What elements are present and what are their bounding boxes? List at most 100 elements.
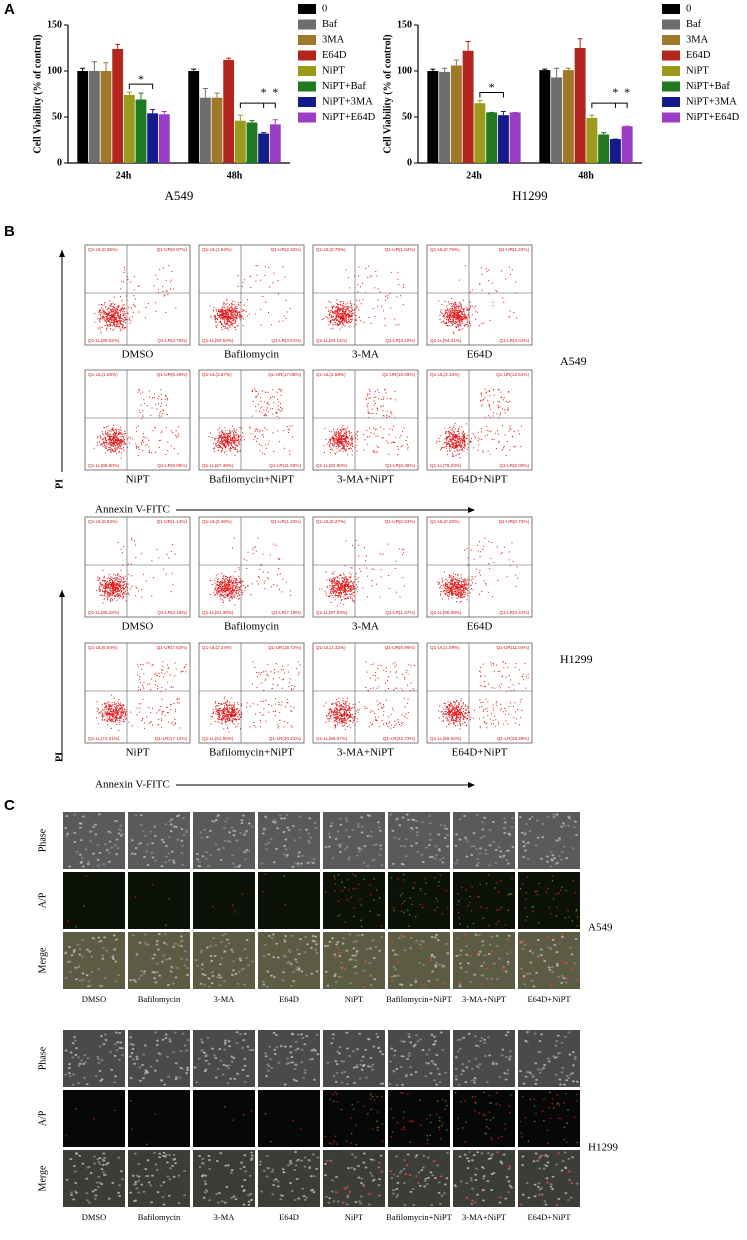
- event-dot: [107, 585, 109, 587]
- event-dot: [345, 598, 347, 600]
- event-dot: [491, 542, 493, 544]
- event-dot: [104, 581, 106, 583]
- event-dot: [107, 588, 109, 590]
- event-dot: [444, 438, 446, 440]
- event-dot: [251, 415, 253, 417]
- event-dot: [116, 442, 118, 444]
- event-dot: [120, 295, 122, 297]
- event-dot: [340, 585, 342, 587]
- event-dot: [110, 451, 112, 453]
- event-dot: [138, 448, 140, 450]
- event-dot: [450, 315, 452, 317]
- event-dot: [454, 439, 456, 441]
- event-dot: [224, 441, 226, 443]
- event-dot: [329, 578, 331, 580]
- event-dot: [219, 593, 221, 595]
- event-dot: [454, 321, 456, 323]
- event-dot: [450, 321, 452, 323]
- event-dot: [168, 557, 170, 559]
- event-dot: [340, 574, 342, 576]
- event-dot: [277, 409, 279, 411]
- event-dot: [109, 447, 111, 449]
- event-dot: [225, 311, 227, 313]
- event-dot: [450, 447, 452, 449]
- event-dot: [385, 392, 387, 394]
- event-dot: [112, 441, 114, 443]
- event-dot: [459, 301, 461, 303]
- event-dot: [223, 316, 225, 318]
- event-dot: [161, 430, 163, 432]
- event-dot: [329, 311, 331, 313]
- event-dot: [223, 595, 225, 597]
- event-dot: [130, 281, 132, 283]
- event-dot: [215, 325, 217, 327]
- bracket: [128, 83, 154, 90]
- event-dot: [254, 435, 256, 437]
- event-dot: [99, 321, 101, 323]
- event-dot: [461, 308, 463, 310]
- event-dot: [232, 595, 234, 597]
- event-dot: [228, 580, 230, 582]
- event-dot: [226, 584, 228, 586]
- event-dot: [486, 426, 488, 428]
- event-dot: [224, 317, 226, 319]
- event-dot: [342, 446, 344, 448]
- event-dot: [379, 596, 381, 598]
- event-dot: [344, 325, 346, 327]
- event-dot: [254, 436, 256, 438]
- event-dot: [471, 314, 473, 316]
- event-dot: [337, 441, 339, 443]
- event-dot: [262, 433, 264, 435]
- event-dot: [114, 303, 116, 305]
- event-dot: [230, 584, 232, 586]
- event-dot: [368, 436, 370, 438]
- event-dot: [461, 445, 463, 447]
- event-dot: [232, 318, 234, 320]
- event-dot: [344, 313, 346, 315]
- event-dot: [125, 583, 127, 585]
- event-dot: [120, 427, 122, 429]
- event-dot: [334, 319, 336, 321]
- event-dot: [380, 553, 382, 555]
- event-dot: [469, 320, 471, 322]
- event-dot: [341, 598, 343, 600]
- event-dot: [460, 442, 462, 444]
- event-dot: [124, 314, 126, 316]
- plot-label: DMSO: [122, 621, 154, 633]
- event-dot: [377, 299, 379, 301]
- event-dot: [104, 583, 106, 585]
- event-dot: [345, 429, 347, 431]
- event-dot: [342, 311, 344, 313]
- event-dot: [108, 314, 110, 316]
- event-dot: [254, 390, 256, 392]
- event-dot: [137, 391, 139, 393]
- event-dot: [230, 587, 232, 589]
- event-dot: [114, 439, 116, 441]
- event-dot: [508, 430, 510, 432]
- event-dot: [265, 391, 267, 393]
- event-dot: [279, 573, 281, 575]
- event-dot: [235, 306, 237, 308]
- event-dot: [382, 553, 384, 555]
- event-dot: [220, 436, 222, 438]
- event-dot: [453, 444, 455, 446]
- legend-swatch: [298, 81, 316, 92]
- event-dot: [439, 440, 441, 442]
- event-dot: [338, 304, 340, 306]
- event-dot: [123, 432, 125, 434]
- event-dot: [114, 577, 116, 579]
- event-dot: [487, 450, 489, 452]
- event-dot: [482, 404, 484, 406]
- event-dot: [349, 315, 351, 317]
- event-dot: [333, 578, 335, 580]
- event-dot: [335, 582, 337, 584]
- event-dot: [462, 299, 464, 301]
- event-dot: [352, 583, 354, 585]
- flow-plot: Q1-UL(0.76%) Q1-UR(1.22%)Q1-LL(94.01%) Q1-…: [426, 244, 533, 361]
- y-tick-label: 0: [57, 157, 62, 168]
- event-dot: [463, 450, 465, 452]
- event-dot: [335, 318, 337, 320]
- event-dot: [122, 326, 124, 328]
- event-dot: [346, 584, 348, 586]
- event-dot: [350, 581, 352, 583]
